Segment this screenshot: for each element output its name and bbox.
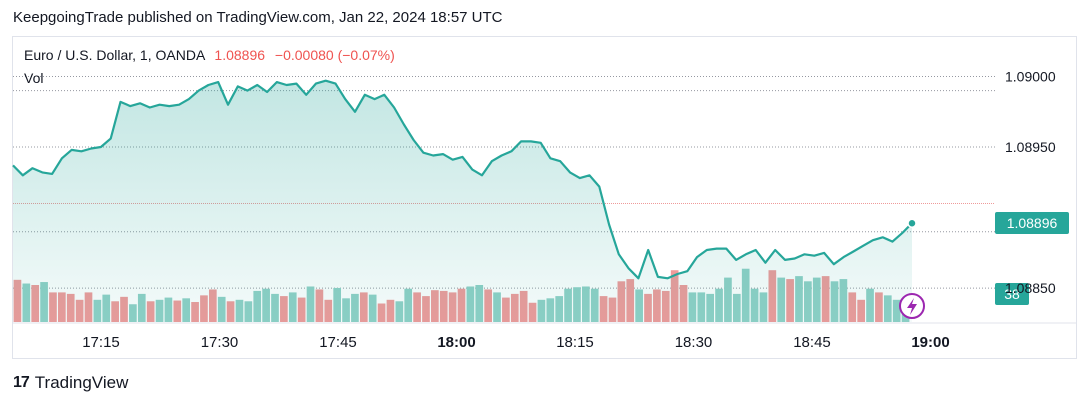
- x-tick-label: 18:15: [556, 334, 594, 351]
- last-price: 1.08896: [214, 47, 266, 63]
- axis-layer: 1.09000 1.08950 1.08850 17:15 17:30 17:45 18:0…: [82, 69, 1056, 351]
- price-area: [13, 80, 912, 322]
- price-tag-text: 1.08896: [1007, 215, 1058, 231]
- volume-tag: 38: [995, 283, 1029, 305]
- price-change: −0.00080 (−0.07%): [274, 47, 395, 63]
- y-tick-label: 1.08950: [1005, 139, 1056, 155]
- y-tick-label: 1.09000: [1005, 69, 1056, 85]
- tradingview-brand[interactable]: 17 TradingView: [13, 373, 128, 393]
- x-tick-label: 17:45: [319, 334, 357, 351]
- symbol-legend: Euro / U.S. Dollar, 1, OANDA 1.08896 −0.…: [24, 47, 395, 63]
- publish-header: KeepgoingTrade published on TradingView.…: [13, 9, 503, 26]
- x-tick-label: 18:45: [793, 334, 831, 351]
- lightning-icon-bolt: [907, 298, 917, 315]
- y-tick-label: 1.08850: [1005, 280, 1056, 296]
- price-tag: 1.08896: [995, 212, 1069, 234]
- lightning-icon[interactable]: [899, 293, 925, 319]
- last-point-marker: [907, 218, 917, 228]
- volume-tag-text: 38: [1004, 286, 1020, 302]
- marker-layer: 1.08896 38: [899, 212, 1069, 319]
- volume-legend: Vol: [24, 70, 44, 86]
- x-tick-label: 17:30: [201, 334, 239, 351]
- x-tick-label: 18:30: [675, 334, 713, 351]
- brand-name: TradingView: [34, 373, 129, 392]
- tradingview-logo-icon: 17: [13, 374, 30, 391]
- x-tick-label: 17:15: [82, 334, 120, 351]
- symbol-name: Euro / U.S. Dollar, 1, OANDA: [24, 47, 205, 63]
- price-line: [12, 79, 913, 280]
- price-tag-bg: [995, 212, 1069, 234]
- x-tick-label: 18:00: [437, 334, 475, 351]
- x-tick-label: 19:00: [911, 334, 949, 351]
- chart-frame: [12, 36, 1077, 359]
- volume-tag-bg: [995, 283, 1029, 305]
